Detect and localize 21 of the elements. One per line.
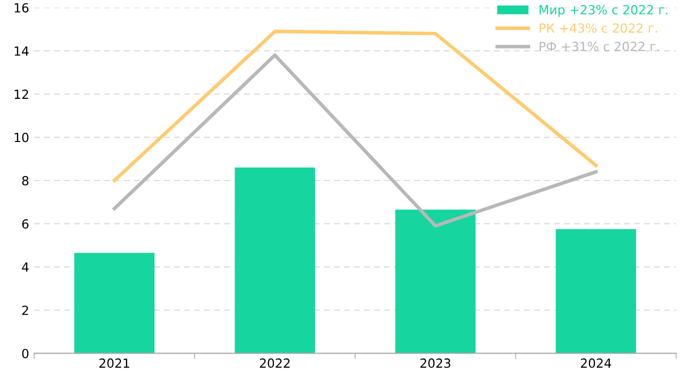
bar (395, 210, 476, 354)
x-tick-label: 2024 (580, 358, 612, 368)
y-tick-label: 2 (22, 306, 28, 315)
y-tick-label: 12 (14, 90, 28, 99)
line-series (112, 53, 598, 228)
y-tick-label: 6 (22, 219, 28, 229)
bar (234, 168, 316, 354)
bar (556, 229, 636, 354)
x-tick-label: 2022 (260, 358, 290, 368)
y-tick-label: 14 (14, 46, 29, 56)
legend-label: РФ +31% с 2022 г. (540, 42, 659, 52)
bar (74, 252, 155, 354)
y-tick-label: 16 (14, 3, 28, 13)
x-tick-label: 2021 (99, 358, 130, 368)
legend-label: Мир +23% с 2022 г. (540, 4, 668, 17)
y-tick-label: 10 (14, 132, 28, 142)
x-tick-label: 2023 (420, 358, 450, 368)
y-tick-label: 4 (22, 262, 29, 272)
legend-label: РК +43% с 2022 г. (540, 23, 657, 33)
y-tick-label: 0 (22, 348, 28, 358)
y-tick-label: 8 (22, 176, 28, 186)
